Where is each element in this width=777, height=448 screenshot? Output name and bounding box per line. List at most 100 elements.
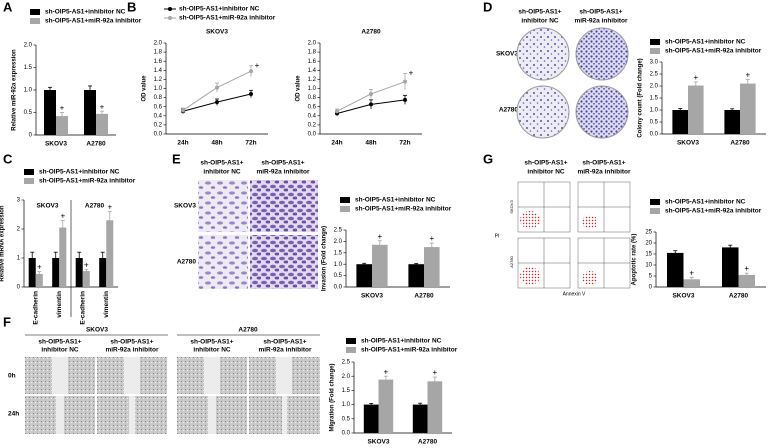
y-tick-label: 1.0 bbox=[334, 262, 343, 268]
y-tick-label: 5 bbox=[649, 274, 653, 280]
chart-title: A2780 bbox=[361, 29, 381, 36]
column-header: sh-OIP5-AS1+ bbox=[518, 9, 561, 16]
flow-plots: sh-OIP5-AS1+ inhibitor NC sh-OIP5-AS1+ m… bbox=[495, 160, 631, 298]
bar bbox=[35, 273, 43, 287]
bar bbox=[96, 113, 108, 135]
bar bbox=[412, 404, 428, 433]
legend-swatch bbox=[30, 18, 40, 24]
y-tick-label: 1 bbox=[17, 256, 21, 262]
y-tick-label: 1.2 bbox=[154, 77, 163, 83]
legend-swatch bbox=[346, 338, 356, 344]
y-tick-label: 1.2 bbox=[308, 77, 317, 83]
x-tick-label: A2780 bbox=[418, 439, 438, 446]
y-tick-label: 0.4 bbox=[154, 113, 163, 119]
group-label: SKOV3 bbox=[36, 203, 58, 210]
colony-images: sh-OIP5-AS1+ inhibitor NC sh-OIP5-AS1+ m… bbox=[496, 9, 629, 139]
column-header: inhibitor NC bbox=[527, 169, 564, 176]
column-header: sh-OIP5-AS1+ bbox=[263, 339, 306, 346]
y-tick-label: 0.5 bbox=[342, 416, 351, 422]
legend-label: sh-OIP5-AS1+inhibitor NC bbox=[39, 169, 120, 176]
y-tick-label: 1.5 bbox=[24, 65, 33, 71]
migration-images: SKOV3 A2780 sh-OIP5-AS1+ inhibitor NC sh… bbox=[8, 327, 320, 434]
scratch-gap bbox=[124, 357, 140, 394]
point bbox=[215, 85, 219, 90]
bar bbox=[356, 264, 372, 287]
panel-letter: E bbox=[172, 151, 181, 166]
bar bbox=[427, 381, 443, 433]
point bbox=[335, 109, 339, 114]
point bbox=[215, 100, 219, 105]
bar bbox=[28, 258, 36, 287]
flow-cloud bbox=[582, 215, 598, 229]
colony-dish bbox=[516, 27, 570, 81]
y-tick-label: 0.0 bbox=[308, 132, 317, 138]
legend-swatch bbox=[650, 199, 660, 205]
scratch-gap bbox=[208, 396, 216, 434]
legend-swatch bbox=[30, 9, 40, 15]
group-label: A2780 bbox=[85, 203, 105, 210]
y-tick-label: 2.0 bbox=[24, 43, 33, 49]
significance-mark: + bbox=[100, 102, 105, 111]
y-tick-label: 0.2 bbox=[154, 122, 163, 128]
bar bbox=[378, 379, 394, 433]
bar bbox=[408, 264, 424, 287]
x-tick-label: SKOV3 bbox=[672, 293, 694, 300]
column-header: inhibitor NC bbox=[41, 347, 78, 354]
bar bbox=[56, 116, 68, 135]
legend-label: sh-OIP5-AS1+miR-92a inhibitor bbox=[665, 48, 762, 55]
y-tick-label: 0.6 bbox=[154, 104, 163, 110]
y-tick-label: 0.6 bbox=[308, 104, 317, 110]
significance-mark: + bbox=[409, 69, 414, 78]
x-tick-label: A2780 bbox=[729, 293, 749, 300]
micrograph bbox=[250, 180, 318, 232]
y-axis-label: Relative miR-92a expression bbox=[12, 49, 18, 131]
legend-swatch bbox=[650, 39, 660, 45]
y-tick-label: 2.5 bbox=[650, 72, 659, 78]
y-tick-label: 0 bbox=[17, 285, 21, 291]
legend-swatch bbox=[24, 178, 34, 184]
column-header: miR-92a inhibitor bbox=[574, 18, 628, 25]
y-tick-label: 2.0 bbox=[650, 84, 659, 90]
y-tick-label: 0.5 bbox=[650, 120, 659, 126]
significance-mark: + bbox=[377, 232, 382, 241]
x-tick-label: 24h bbox=[177, 140, 188, 147]
legend-swatch bbox=[650, 208, 660, 214]
bar bbox=[724, 110, 740, 134]
y-tick-label: 0.5 bbox=[334, 273, 343, 279]
y-axis-label: OD value bbox=[296, 75, 302, 102]
y-tick-label: 1.6 bbox=[154, 59, 163, 65]
point bbox=[249, 69, 253, 74]
y-tick-label: 15 bbox=[645, 252, 652, 258]
legend-label: sh-OIP5-AS1+miR-92a inhibitor bbox=[665, 208, 762, 215]
column-header: sh-OIP5-AS1+ bbox=[261, 160, 304, 167]
invasion-images: sh-OIP5-AS1+ inhibitor NC sh-OIP5-AS1+ m… bbox=[174, 160, 318, 289]
y-tick-label: 3 bbox=[17, 198, 21, 204]
panel-letter: A bbox=[3, 0, 13, 14]
panel-letter: C bbox=[3, 151, 13, 166]
group-header: SKOV3 bbox=[86, 327, 108, 334]
bar bbox=[44, 90, 56, 135]
chart-title: SKOV3 bbox=[206, 29, 228, 36]
y-tick-label: 0.4 bbox=[308, 113, 317, 119]
column-header: miR-92a inhibitor bbox=[256, 169, 310, 176]
row-label: 24h bbox=[8, 411, 19, 418]
point bbox=[403, 79, 407, 84]
legend-label: sh-OIP5-AS1+inhibitor NC bbox=[179, 6, 260, 13]
column-header: inhibitor NC bbox=[203, 169, 240, 176]
bar bbox=[84, 90, 96, 135]
significance-mark: + bbox=[689, 269, 694, 278]
y-tick-label: 0.0 bbox=[334, 285, 343, 291]
bar bbox=[372, 244, 388, 287]
micrograph bbox=[198, 235, 248, 289]
y-tick-label: 2 bbox=[17, 227, 21, 233]
x-tick-label: 24h bbox=[331, 140, 342, 147]
y-tick-label: 1.0 bbox=[650, 108, 659, 114]
significance-mark: + bbox=[744, 264, 749, 273]
y-tick-label: 0 bbox=[29, 133, 33, 139]
legend-label: sh-OIP5-AS1+miR-92a inhibitor bbox=[39, 178, 136, 185]
x-tick-label: SKOV3 bbox=[367, 439, 389, 446]
row-label: A2780 bbox=[177, 259, 197, 266]
point bbox=[249, 91, 253, 96]
y-tick-label: 10 bbox=[645, 263, 652, 269]
